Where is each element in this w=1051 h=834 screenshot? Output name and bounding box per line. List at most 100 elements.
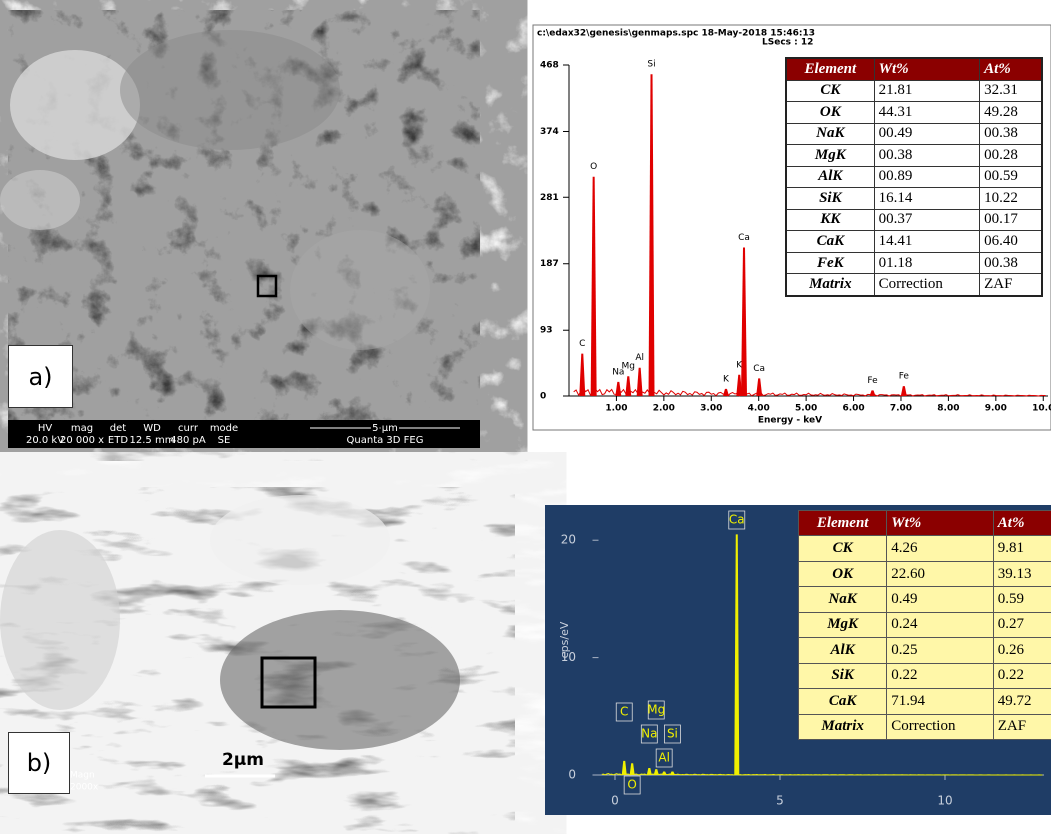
table-cell: 49.72 xyxy=(992,688,1051,715)
table-cell: KK xyxy=(785,208,875,232)
peak-label: O xyxy=(590,162,597,172)
table: Element Wt% At% CK 21.81 32.31 OK 44.31 49.28 NaK… xyxy=(785,57,1043,297)
table-cell: ZAF xyxy=(992,713,1051,740)
table-cell: 00.89 xyxy=(873,165,981,189)
y-tick-label: 468 xyxy=(540,61,559,71)
table-row: OK 44.31 49.28 xyxy=(785,101,1043,124)
table-row: CaK 14.41 06.40 xyxy=(785,230,1043,253)
table-cell: 4.26 xyxy=(886,535,994,562)
table-cell: At% xyxy=(979,57,1043,81)
peak xyxy=(648,74,655,396)
table-cell: 10.22 xyxy=(979,187,1043,210)
info-value: 12.5 mm xyxy=(130,435,175,446)
table-cell: 0.25 xyxy=(886,637,994,664)
x-tick-label: 0 xyxy=(611,794,619,808)
table-cell: 00.37 xyxy=(873,208,981,232)
sem-image-b xyxy=(0,487,515,834)
table-cell: 9.81 xyxy=(992,535,1051,562)
table-cell: MgK xyxy=(785,144,875,167)
peak-label: K xyxy=(723,374,730,384)
peak xyxy=(736,374,743,396)
peak-label: Si xyxy=(667,727,678,741)
table-cell: Wt% xyxy=(886,509,994,537)
peak-label-box xyxy=(664,724,681,744)
panel-label: b) xyxy=(8,732,70,794)
spectrum-header: c:\edax32\genesis\genmaps.spc 18-May-201… xyxy=(537,29,815,39)
table-cell: OK xyxy=(785,101,875,124)
table-cell: OK xyxy=(797,560,888,588)
table-row: Matrix Correction ZAF xyxy=(797,713,1051,740)
peak-label: C xyxy=(620,705,628,719)
table-cell: 00.38 xyxy=(873,144,981,167)
table-row: NaK 0.49 0.59 xyxy=(797,586,1051,613)
table-cell: 71.94 xyxy=(886,688,994,715)
x-tick-label: 10 xyxy=(937,794,952,808)
peak xyxy=(900,386,907,396)
table-cell: Matrix xyxy=(785,273,875,297)
table-cell: SiK xyxy=(797,662,888,690)
table-row: NaK 00.49 00.38 xyxy=(785,122,1043,146)
y-tick-label: 374 xyxy=(540,127,559,137)
table-row: MgK 0.24 0.27 xyxy=(797,611,1051,639)
info-value: SE xyxy=(218,435,231,446)
table-cell: CaK xyxy=(797,688,888,715)
x-tick-label: 1.00 xyxy=(605,404,627,414)
peak xyxy=(661,771,667,775)
table-cell: 00.59 xyxy=(979,165,1043,189)
peak-label-box xyxy=(655,748,673,768)
peak xyxy=(741,247,748,396)
x-tick-label: 3.00 xyxy=(700,404,722,414)
y-axis-label: cps/eV xyxy=(558,621,571,658)
peak xyxy=(621,760,627,775)
table-cell: CK xyxy=(785,79,875,103)
table-cell: 39.13 xyxy=(992,560,1051,588)
peak-label-box xyxy=(640,724,658,744)
peak-label: Fe xyxy=(867,376,878,386)
peak-label: O xyxy=(627,778,636,792)
table-cell: 00.49 xyxy=(873,122,981,146)
x-axis-label: Energy - keV xyxy=(758,416,822,426)
table-cell: MgK xyxy=(797,611,888,639)
peak xyxy=(756,378,763,396)
peak-label-box xyxy=(647,700,665,720)
peak-label: Mg xyxy=(622,362,635,372)
x-tick-label: 9.00 xyxy=(985,404,1007,414)
table-cell: 0.22 xyxy=(886,662,994,690)
peak xyxy=(625,376,632,396)
y-tick-label: 0 xyxy=(568,768,576,782)
table-cell: 49.28 xyxy=(979,101,1043,124)
table-cell: 32.31 xyxy=(979,79,1043,103)
table-row: CK 4.26 9.81 xyxy=(797,535,1051,562)
table-cell: 0.59 xyxy=(992,586,1051,613)
x-tick-label: 4.00 xyxy=(748,404,770,414)
table-row: SiK 0.22 0.22 xyxy=(797,662,1051,690)
info-label: curr xyxy=(178,423,199,434)
table-row: Element Wt% At% xyxy=(797,509,1051,537)
scale-bar-label: 2µm xyxy=(222,750,264,770)
table-row: FeK 01.18 00.38 xyxy=(785,251,1043,275)
table-cell: Element xyxy=(785,57,875,81)
info-label: mag xyxy=(71,423,93,434)
table-cell: 06.40 xyxy=(979,230,1043,253)
y-tick-label: 10 xyxy=(561,650,576,664)
peak xyxy=(869,390,876,396)
table-cell: At% xyxy=(992,509,1051,537)
table-cell: SiK xyxy=(785,187,875,210)
table-cell: Correction xyxy=(873,273,981,297)
peak-label-box xyxy=(615,702,633,722)
peak-label: Fe xyxy=(899,372,910,382)
peak xyxy=(734,534,740,775)
table-cell: 00.38 xyxy=(979,251,1043,275)
table-cell: 44.31 xyxy=(873,101,981,124)
peak xyxy=(653,769,659,775)
peak-label: K xyxy=(736,360,743,370)
table-row: Matrix Correction ZAF xyxy=(785,273,1043,297)
peak xyxy=(590,176,597,396)
x-tick-label: 5 xyxy=(776,794,784,808)
table-cell: 00.17 xyxy=(979,208,1043,232)
x-tick-label: 6.00 xyxy=(842,404,864,414)
peak-label: Ca xyxy=(738,233,750,243)
table-cell: 0.26 xyxy=(992,637,1051,664)
x-tick-label: 10.0 xyxy=(1032,404,1051,414)
